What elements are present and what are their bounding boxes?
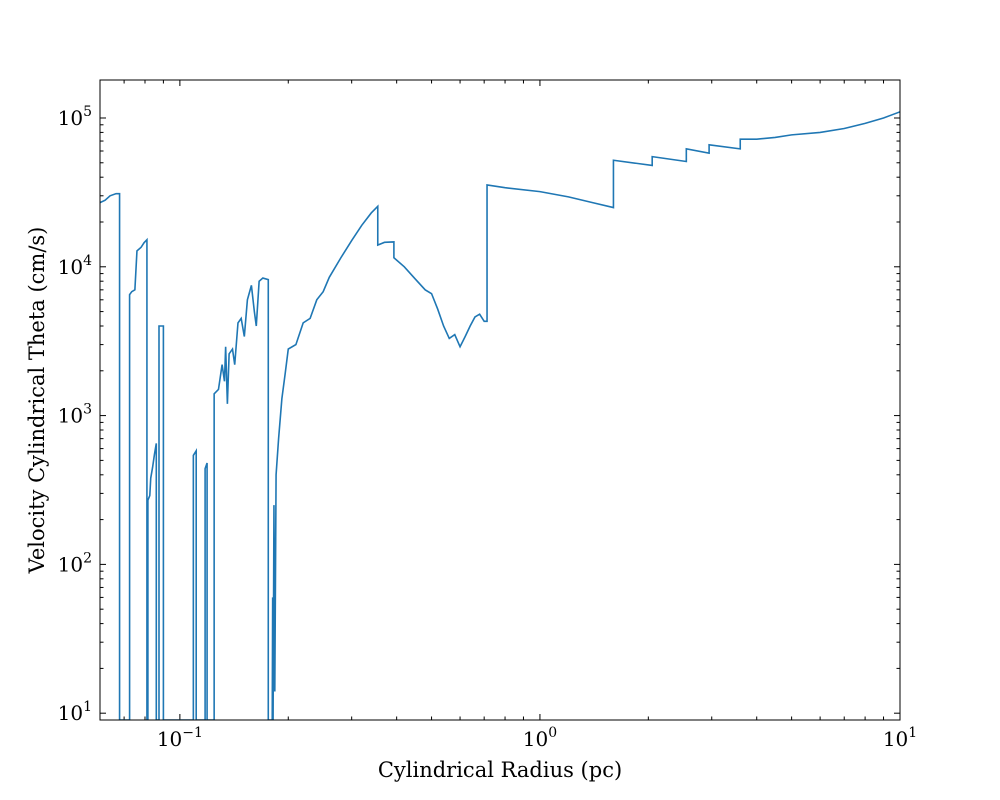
series-line-0 xyxy=(100,111,900,720)
x-axis-label: Cylindrical Radius (pc) xyxy=(378,758,622,782)
ticks xyxy=(99,80,901,721)
y-tick-label: 105 xyxy=(58,104,92,130)
x-tick-label: 101 xyxy=(883,725,917,751)
x-tick-label: 10−1 xyxy=(157,725,203,751)
y-tick-label: 101 xyxy=(58,699,92,725)
data-lines xyxy=(100,111,900,720)
y-tick-label: 104 xyxy=(58,253,92,279)
x-tick-label: 100 xyxy=(523,725,557,751)
plot-frame xyxy=(99,79,901,721)
y-tick-label: 103 xyxy=(58,402,92,428)
y-tick-label: 102 xyxy=(58,550,92,576)
y-axis-label: Velocity Cylindrical Theta (cm/s) xyxy=(25,227,49,575)
tick-labels: 10−1 100 101 101 102 103 104 105 xyxy=(58,104,918,751)
